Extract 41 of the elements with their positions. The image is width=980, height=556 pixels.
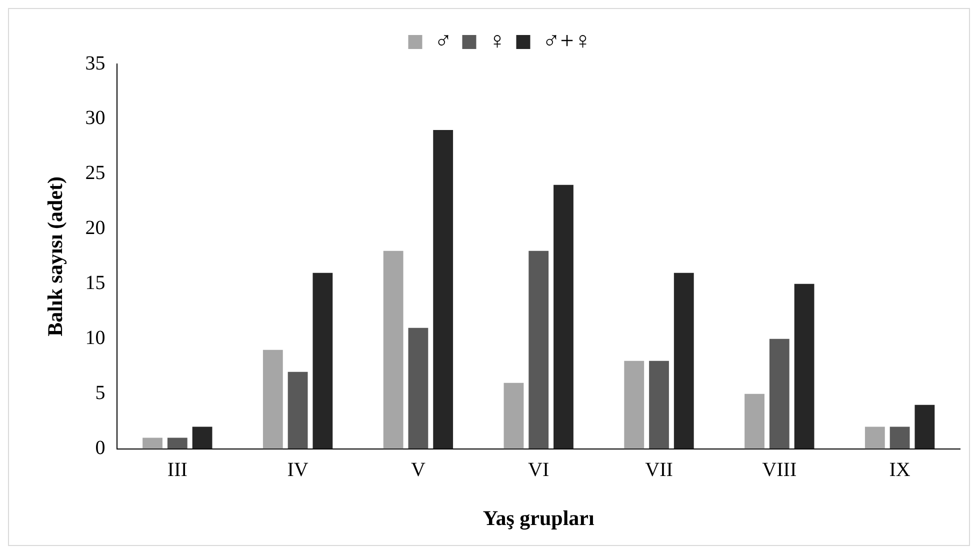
bar <box>744 394 764 449</box>
x-tick-label: VI <box>528 459 550 482</box>
x-tick-label: VIII <box>762 459 797 482</box>
y-tick-label: 30 <box>85 107 106 130</box>
bar <box>288 372 308 449</box>
bar <box>624 360 644 449</box>
x-tick-label: IX <box>889 459 911 482</box>
bar <box>769 338 790 449</box>
bar <box>433 130 454 449</box>
bar <box>383 250 404 449</box>
y-tick-label: 15 <box>85 272 106 294</box>
y-axis-title: Balık sayısı (adet) <box>43 176 68 336</box>
y-tick-label: 20 <box>85 217 106 240</box>
y-tick-label: 0 <box>95 437 106 460</box>
bar <box>192 426 212 449</box>
x-axis-title: Yaş grupları <box>482 506 594 530</box>
bar <box>554 184 574 449</box>
bar <box>408 328 428 449</box>
legend-label: ♂+♀ <box>542 28 592 54</box>
bar <box>504 382 524 449</box>
bar <box>167 438 188 449</box>
x-tick-label: V <box>410 459 426 482</box>
bar <box>649 360 669 449</box>
bar <box>262 350 283 449</box>
bar <box>528 250 549 449</box>
x-tick-label: VII <box>645 459 673 482</box>
y-tick-label: 35 <box>85 52 106 74</box>
bar <box>794 284 814 449</box>
y-tick-label: 5 <box>95 382 106 404</box>
bar <box>142 438 162 449</box>
bar <box>890 426 910 449</box>
x-tick-label: IV <box>287 459 309 482</box>
y-tick-label: 25 <box>85 162 106 184</box>
y-tick-label: 10 <box>85 327 106 350</box>
bar <box>674 272 694 449</box>
legend-label: ♀ <box>488 28 506 54</box>
bar <box>864 426 885 449</box>
bar <box>312 272 333 449</box>
x-tick-label: III <box>167 459 188 482</box>
bar <box>914 404 935 449</box>
legend-label: ♂ <box>434 28 452 54</box>
